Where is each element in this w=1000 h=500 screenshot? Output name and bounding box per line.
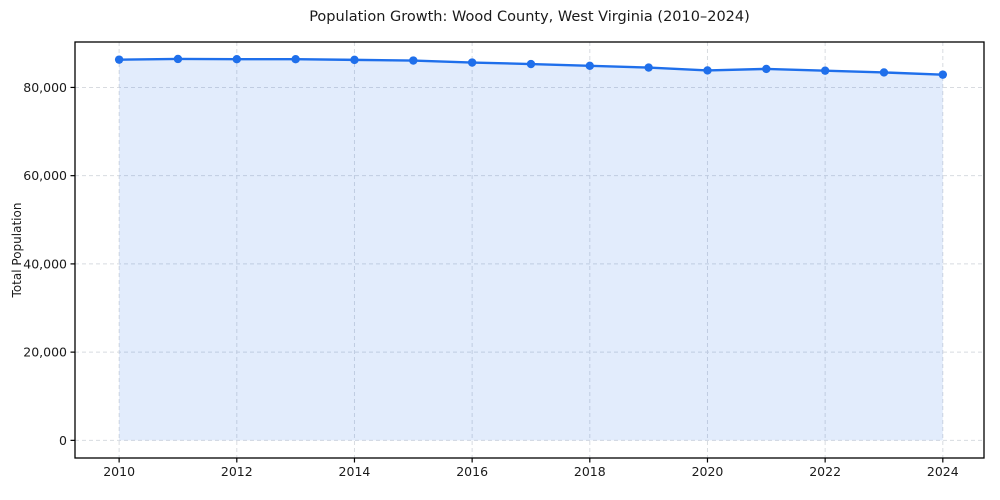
- data-point: [291, 55, 300, 64]
- x-tick-label: 2016: [456, 464, 488, 479]
- population-area: [119, 58, 943, 441]
- y-tick-label: 60,000: [23, 168, 67, 183]
- y-tick-label: 0: [59, 433, 67, 448]
- data-point: [938, 70, 948, 79]
- data-point: [173, 54, 183, 64]
- data-point: [526, 59, 536, 69]
- data-point: [879, 68, 889, 77]
- x-tick-label: 2024: [927, 464, 959, 479]
- data-point: [703, 66, 712, 75]
- y-tick-label: 40,000: [23, 256, 67, 271]
- y-tick-label: 80,000: [23, 80, 67, 95]
- x-tick-label: 2010: [103, 464, 135, 479]
- x-tick-label: 2012: [221, 464, 253, 479]
- x-tick-label: 2022: [809, 464, 841, 479]
- data-point: [467, 58, 477, 67]
- data-point: [409, 56, 418, 65]
- data-point: [350, 55, 359, 65]
- plot-border: [74, 41, 985, 459]
- y-tick-label: 20,000: [23, 345, 67, 360]
- data-point: [644, 63, 653, 72]
- data-point: [820, 66, 830, 75]
- data-point: [114, 55, 124, 64]
- data-point: [762, 64, 771, 74]
- x-tick-label: 2014: [339, 464, 371, 479]
- data-point: [232, 55, 241, 64]
- y-axis-label: Total Population: [10, 202, 24, 298]
- data-point: [585, 61, 595, 71]
- x-tick-label: 2020: [692, 464, 724, 479]
- x-tick-label: 2018: [574, 464, 606, 479]
- chart-title: Population Growth: Wood County, West Vir…: [309, 9, 750, 25]
